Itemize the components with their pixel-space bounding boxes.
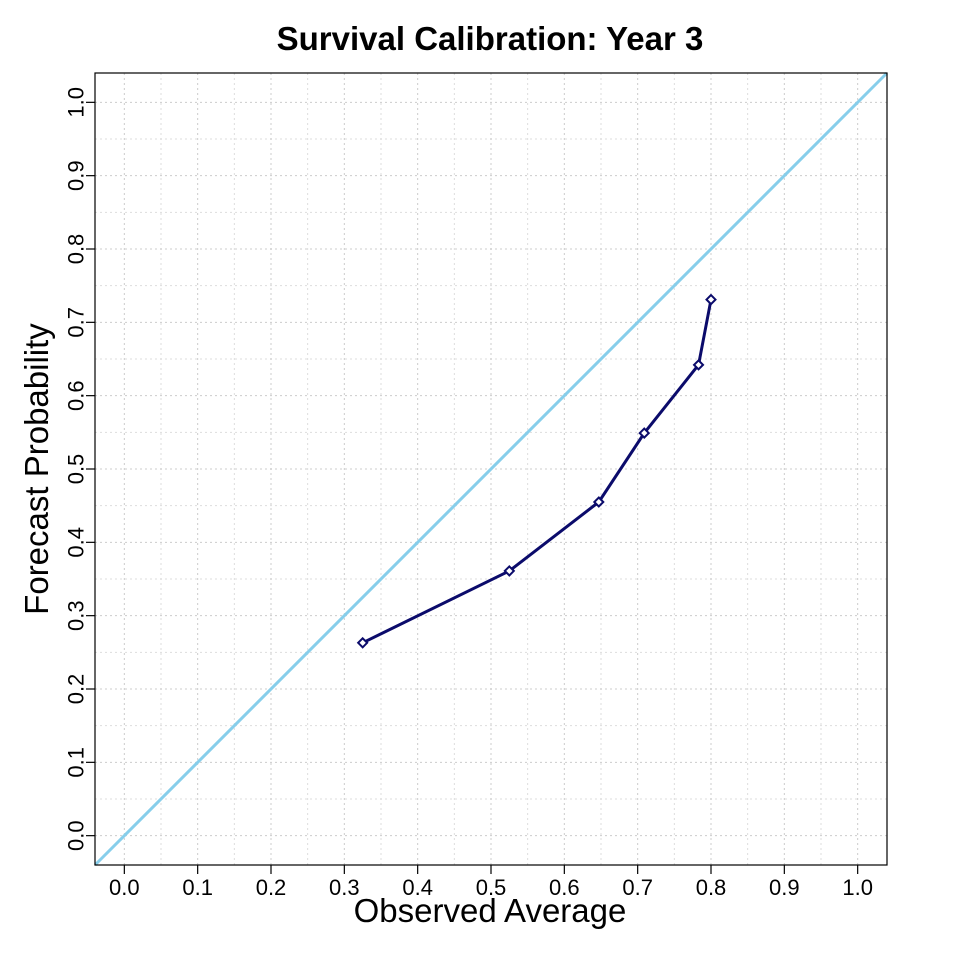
y-tick-label: 0.1: [64, 747, 89, 778]
calibration-point: [356, 636, 369, 649]
reference-diagonal-line: [93, 71, 889, 867]
grid: [95, 73, 887, 865]
calibration-point: [705, 293, 717, 306]
y-tick-label: 0.4: [64, 527, 89, 558]
x-tick-label: 0.3: [329, 875, 360, 900]
calibration-point: [503, 565, 516, 577]
x-tick-label: 0.0: [109, 875, 140, 900]
x-tick-label: 0.2: [256, 875, 287, 900]
x-tick-label: 0.8: [696, 875, 727, 900]
x-tick-label: 1.0: [842, 875, 873, 900]
x-tick-label: 0.1: [182, 875, 213, 900]
x-tick-label: 0.9: [769, 875, 800, 900]
calibration-point: [692, 358, 705, 371]
chart-title: Survival Calibration: Year 3: [277, 20, 704, 57]
x-axis-label: Observed Average: [354, 892, 627, 929]
calibration-point: [638, 427, 651, 439]
y-tick-label: 0.6: [64, 380, 89, 411]
calibration-series-line: [362, 299, 713, 645]
y-tick-label: 0.5: [64, 454, 89, 485]
y-axis-label: Forecast Probability: [18, 323, 55, 615]
y-tick-label: 0.0: [64, 820, 89, 851]
y-tick-label: 0.2: [64, 674, 89, 705]
x-axis: 0.0 0.1 0.2 0.3 0.4 0.5 0.6 0.7 0.8 0.9 1.0: [109, 865, 873, 900]
y-axis: 0.0 0.1 0.2 0.3 0.4 0.5 0.6 0.7 0.8 0.9 1.0: [64, 87, 95, 851]
y-tick-label: 1.0: [64, 87, 89, 118]
y-tick-label: 0.3: [64, 600, 89, 631]
x-tick-label: 0.5: [476, 875, 507, 900]
series-layer: [356, 293, 717, 649]
x-tick-label: 0.7: [622, 875, 653, 900]
y-tick-label: 0.9: [64, 160, 89, 191]
x-tick-label: 0.6: [549, 875, 580, 900]
x-tick-label: 0.4: [402, 875, 433, 900]
y-tick-label: 0.7: [64, 307, 89, 338]
reference-line-layer: [93, 71, 889, 867]
calibration-point: [592, 496, 605, 508]
y-tick-label: 0.8: [64, 234, 89, 265]
